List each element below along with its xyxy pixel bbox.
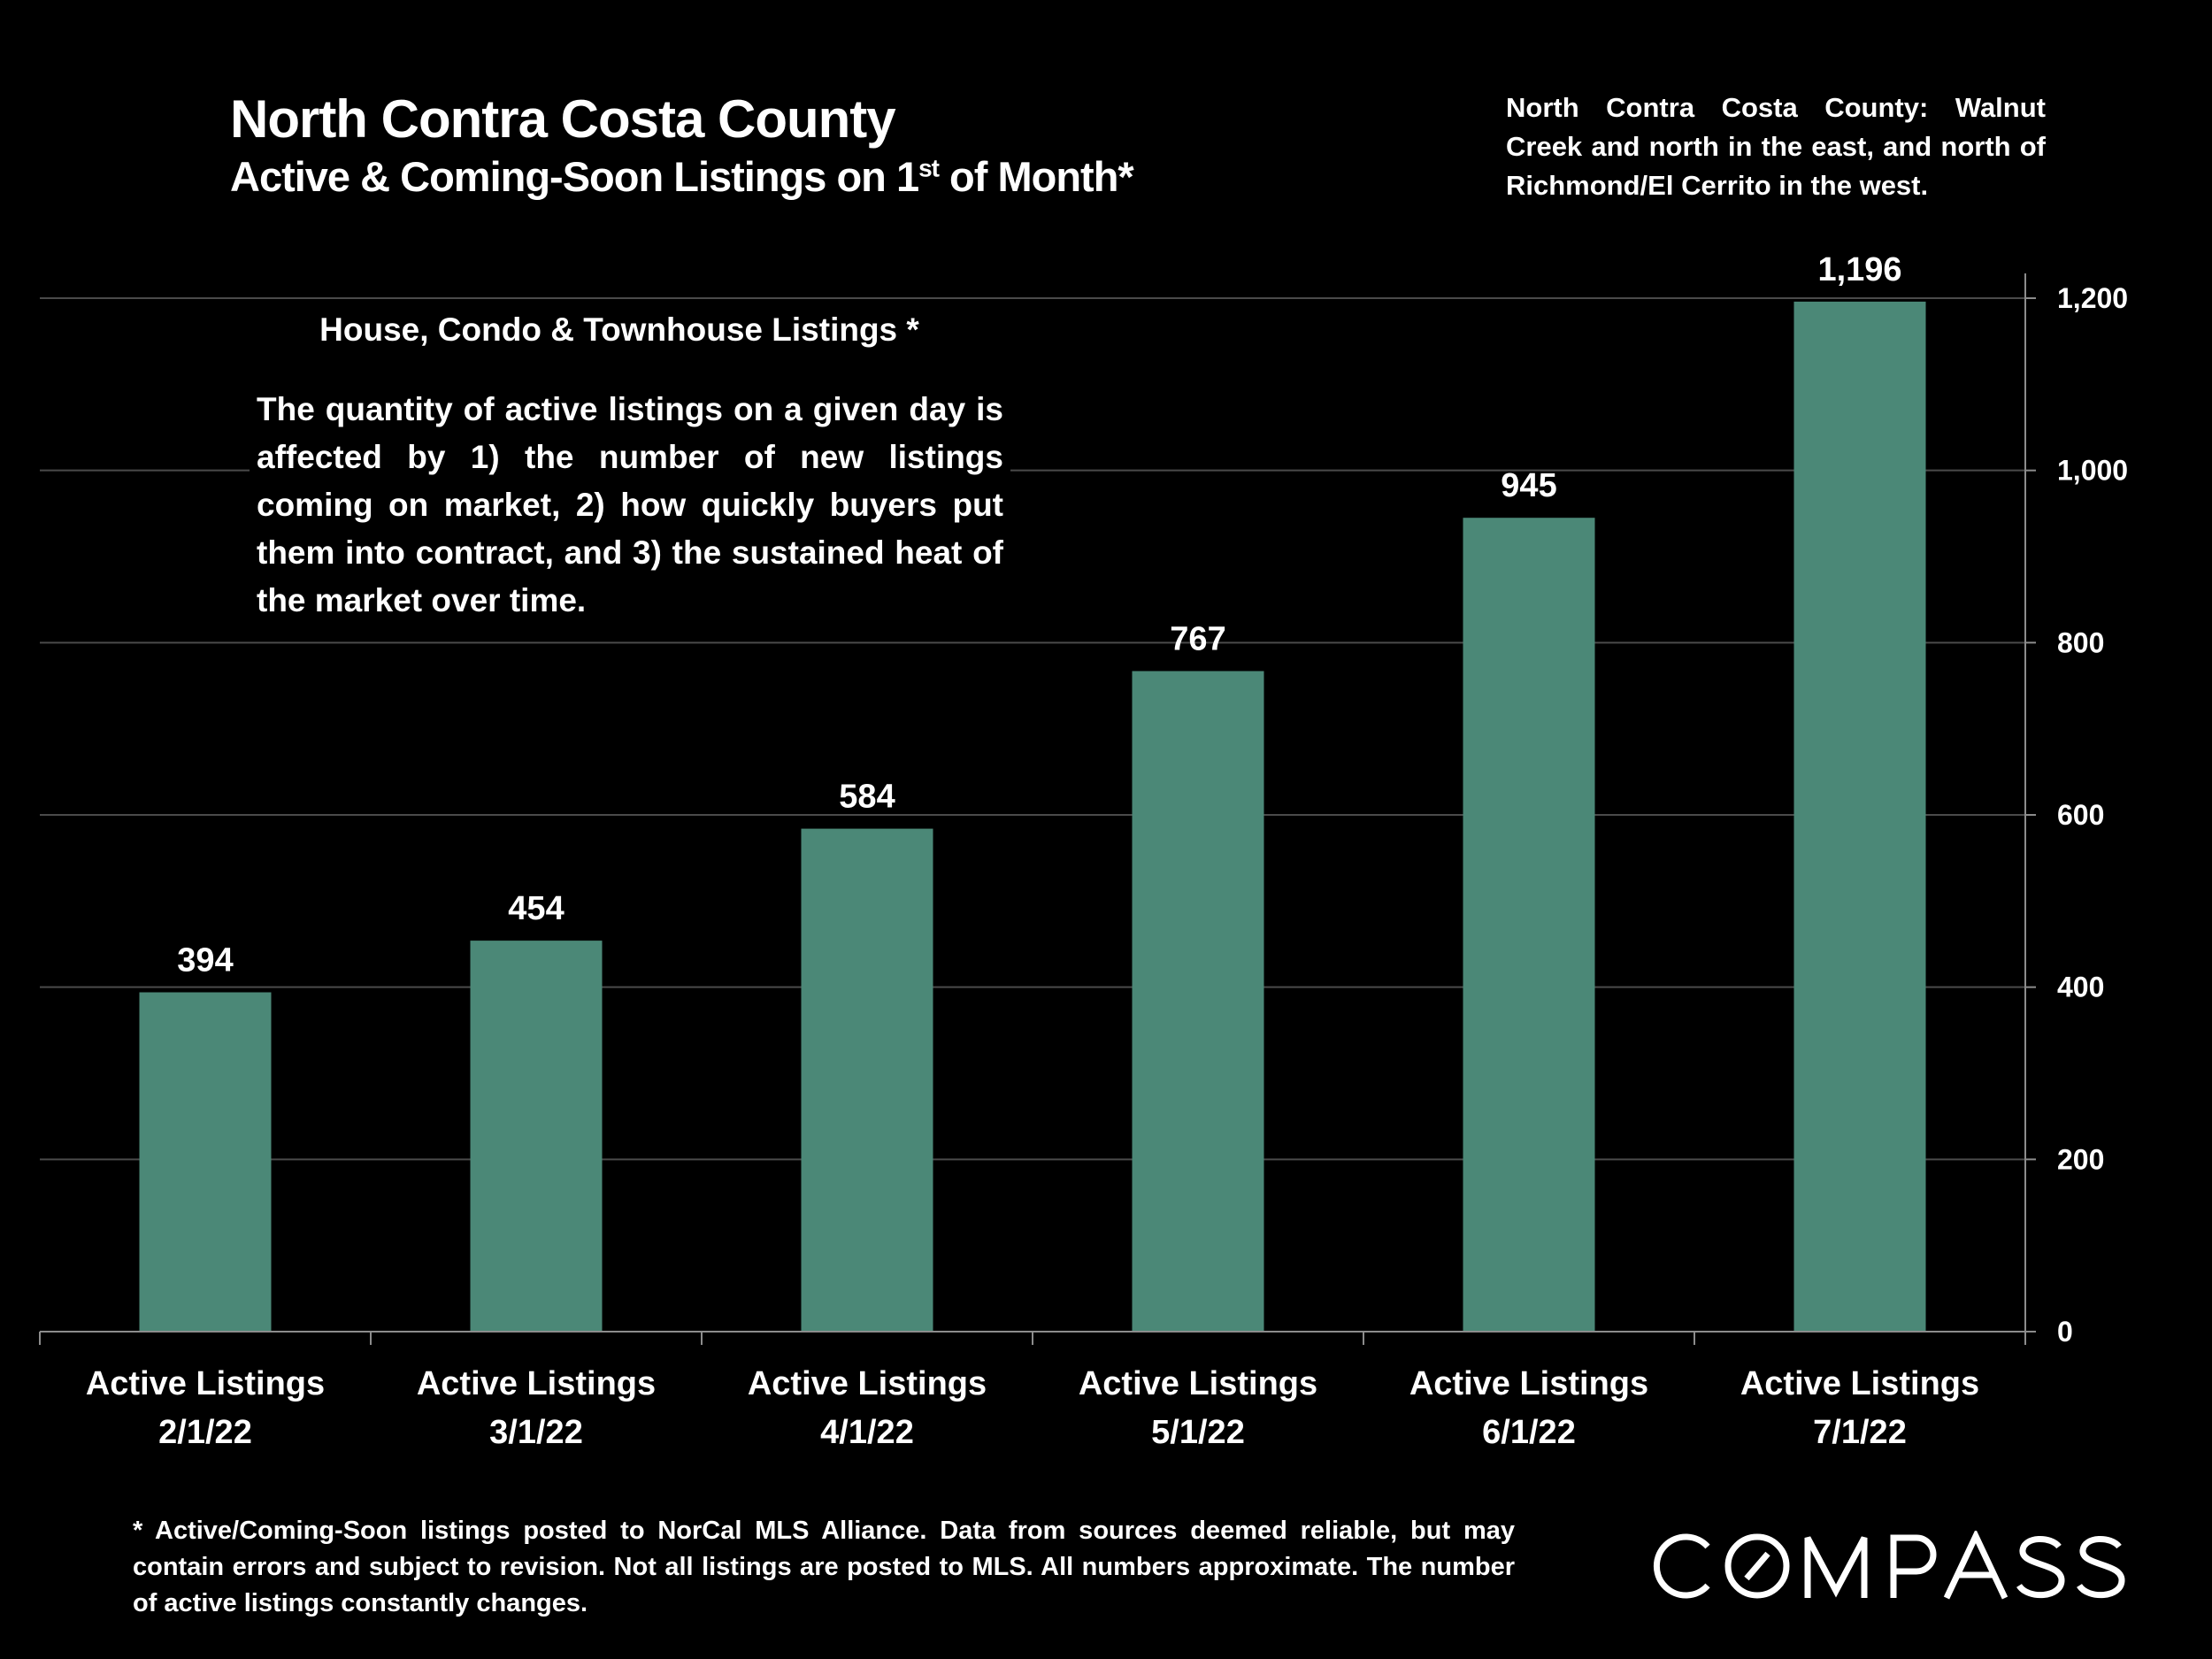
x-category-label: Active Listings [1079,1365,1317,1402]
data-label: 767 [1170,620,1225,657]
data-label: 454 [508,890,564,927]
data-label: 945 [1501,467,1556,504]
logo-letter-s1 [2016,1536,2065,1599]
logo-letter-a [1943,1528,2008,1600]
y-tick-label: 0 [2057,1316,2073,1348]
x-category-label: 3/1/22 [489,1414,583,1451]
annotation-body: The quantity of active listings on a giv… [250,386,1010,625]
x-category-label: 7/1/22 [1813,1414,1907,1451]
x-category-label: 2/1/22 [158,1414,252,1451]
data-label: 1,196 [1817,251,1901,288]
chart-subtitle: Active & Coming-Soon Listings on 1st of … [230,152,1134,201]
data-label: 394 [177,942,233,979]
x-category-label: Active Listings [748,1365,987,1402]
x-category-labels: Active Listings 2/1/22 Active Listings 3/1/… [86,1365,1979,1451]
gridlines [40,297,2025,1161]
compass-logo [1653,1528,2131,1606]
logo-letter-o [1724,1533,1790,1599]
x-category-label: 5/1/22 [1151,1414,1245,1451]
bar [1463,518,1595,1332]
logo-o-slash [1744,1551,1770,1581]
logo-letter-p [1890,1534,1937,1598]
bar [1132,671,1264,1332]
data-label: 584 [839,779,895,816]
subtitle-text: Active & Coming-Soon Listings on 1 [230,153,919,200]
y-tick-label: 400 [2057,972,2104,1003]
y-tick-label: 800 [2057,626,2104,658]
region-note: North Contra Costa County: Walnut Creek … [1506,92,2046,201]
y-tick-label: 600 [2057,799,2104,831]
x-category-label: Active Listings [417,1365,656,1402]
bar [139,992,272,1332]
logo-letter-m [1804,1536,1868,1598]
x-category-label: Active Listings [1409,1365,1648,1402]
x-category-label: 6/1/22 [1482,1414,1576,1451]
axes [39,273,2036,1345]
subtitle-text-end: of Month* [939,153,1134,200]
subtitle-superscript: st [918,154,940,182]
data-labels: 394 454 584 767 945 1,196 [177,251,1901,979]
logo-letter-c [1653,1533,1710,1599]
bar [801,828,933,1332]
y-tick-label: 1,000 [2057,455,2128,487]
logo-letter-s2 [2077,1536,2125,1599]
x-category-label: Active Listings [1740,1365,1979,1402]
bars [139,301,1926,1333]
y-tick-label: 200 [2057,1143,2104,1175]
footnote: * Active/Coming-Soon listings posted to … [133,1517,1515,1617]
bar [1793,301,1926,1333]
y-tick-label: 1,200 [2057,282,2128,314]
annotation-heading: House, Condo & Townhouse Listings * [319,311,919,348]
y-tick-labels: 0 200 400 600 800 1,000 1,200 [2057,282,2128,1348]
chart-title: North Contra Costa County [230,89,896,149]
x-category-label: Active Listings [86,1365,325,1402]
x-category-label: 4/1/22 [820,1414,914,1451]
bar [470,941,603,1332]
